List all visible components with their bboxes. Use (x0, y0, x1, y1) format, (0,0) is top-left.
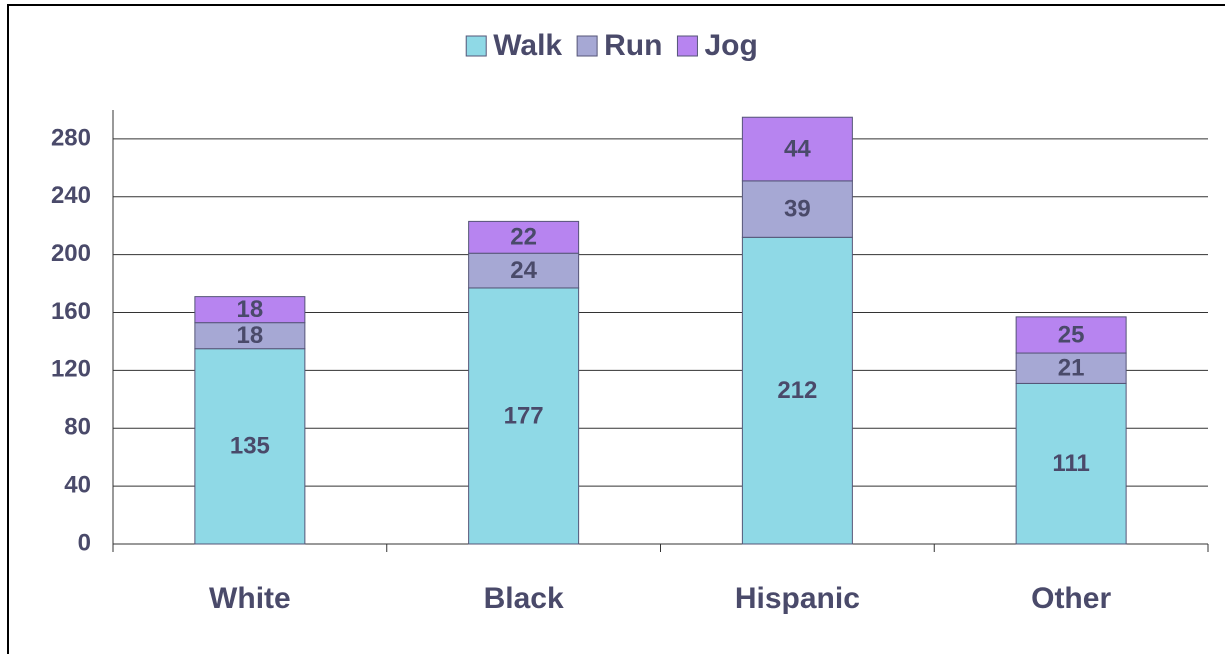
data-label: 44 (784, 135, 811, 162)
bar-segment (741, 116, 853, 182)
y-tick-label: 40 (64, 471, 91, 498)
legend-label: Jog (704, 29, 757, 62)
data-label: 21 (1058, 355, 1085, 382)
legend-label: Walk (493, 29, 562, 62)
bar-segment (468, 287, 580, 545)
data-label: 18 (237, 296, 264, 323)
y-tick-label: 240 (51, 182, 91, 209)
x-tick-label: Other (1031, 582, 1111, 615)
bar-segment (468, 220, 580, 254)
y-tick-label: 80 (64, 414, 91, 441)
legend-label: Run (604, 29, 662, 62)
bar-segment (741, 180, 853, 238)
x-tick-label: White (209, 582, 291, 615)
y-tick-label: 0 (78, 529, 91, 556)
bar-segment (1015, 352, 1127, 384)
x-tick-label: Black (484, 582, 564, 615)
bar-segment (468, 252, 580, 289)
y-tick-label: 280 (51, 124, 91, 151)
data-label: 177 (504, 402, 544, 429)
bar-segment (1015, 382, 1127, 545)
data-label: 212 (777, 377, 817, 404)
data-label: 18 (237, 322, 264, 349)
bar-segment (194, 296, 306, 324)
bar-segment (741, 236, 853, 545)
data-label: 24 (510, 257, 537, 284)
data-label: 135 (230, 433, 270, 460)
legend-swatch (465, 35, 487, 57)
y-tick-label: 200 (51, 240, 91, 267)
legend-swatch (676, 35, 698, 57)
x-tick-label: Hispanic (735, 582, 860, 615)
data-label: 111 (1052, 450, 1089, 477)
data-label: 22 (510, 224, 537, 251)
y-tick-label: 160 (51, 298, 91, 325)
bar-segment (1015, 316, 1127, 354)
data-label: 39 (784, 195, 811, 222)
y-tick-label: 120 (51, 356, 91, 383)
bar-segment (194, 322, 306, 350)
bar-segment (194, 348, 306, 545)
legend-swatch (576, 35, 598, 57)
data-label: 25 (1058, 321, 1085, 348)
